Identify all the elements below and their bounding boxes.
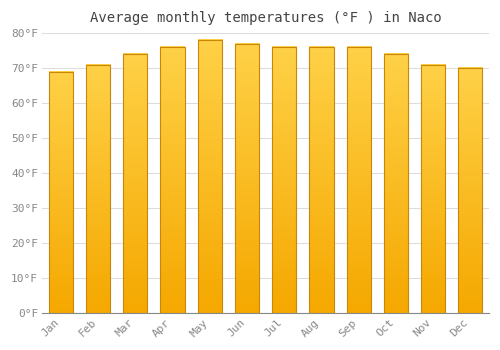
Bar (421, 65, 445, 313)
Bar (49, 72, 73, 313)
Bar (384, 54, 408, 313)
Bar (160, 47, 184, 313)
Bar (458, 68, 482, 313)
Title: Average monthly temperatures (°F ) in Naco: Average monthly temperatures (°F ) in Na… (90, 11, 442, 25)
Bar (272, 47, 296, 313)
Bar (123, 54, 148, 313)
Bar (198, 40, 222, 313)
Bar (86, 65, 110, 313)
Bar (346, 47, 370, 313)
Bar (235, 44, 259, 313)
Bar (310, 47, 334, 313)
